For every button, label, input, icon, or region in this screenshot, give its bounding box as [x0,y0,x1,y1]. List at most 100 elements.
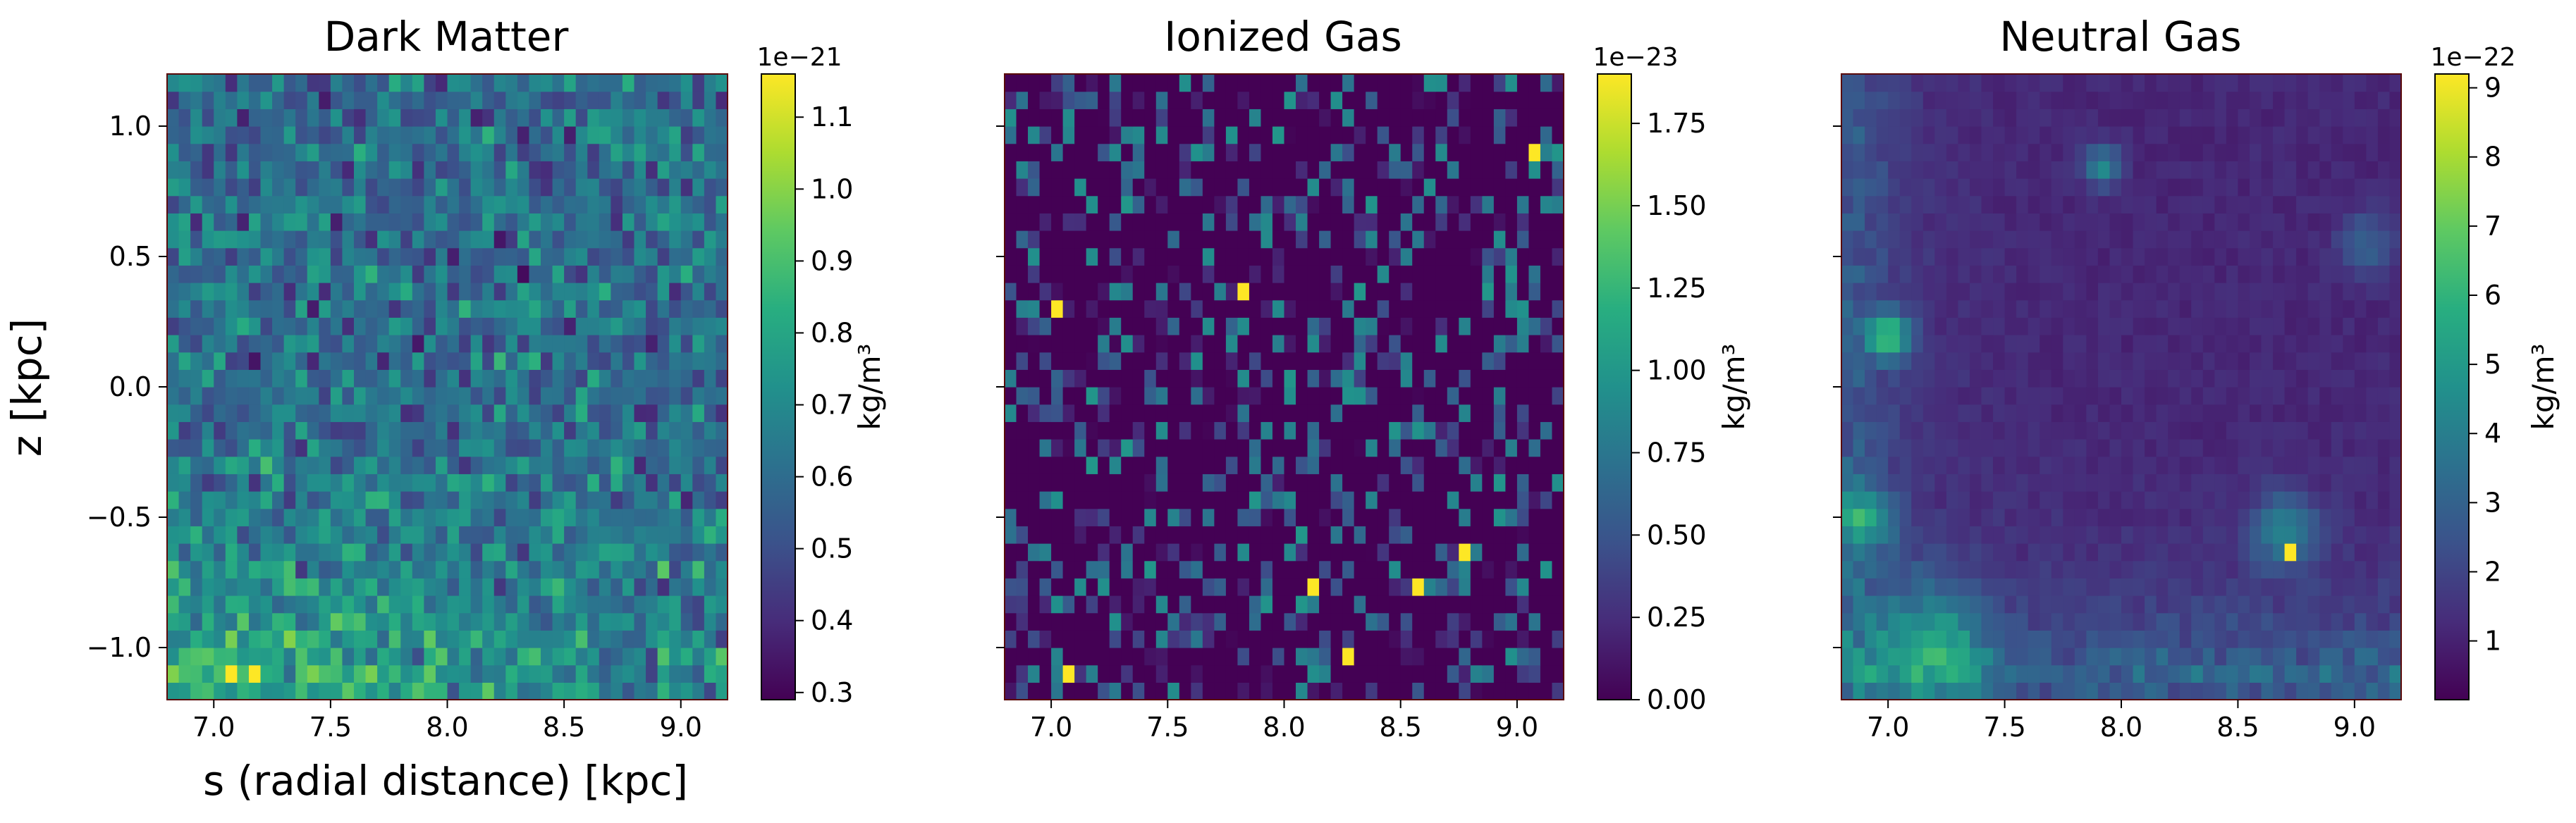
heatmap-cell [1272,335,1285,353]
heatmap-cell [2296,648,2309,666]
heatmap-cell [202,195,214,214]
heatmap-cell [517,612,530,631]
heatmap-cell [2261,664,2274,683]
heatmap-cell [1958,195,1970,214]
heatmap-cell [1482,143,1495,161]
heatmap-cell [470,247,483,266]
heatmap-cell [248,247,262,266]
heatmap-cell [1969,335,1982,353]
heatmap-cell [1005,595,1017,614]
heatmap-cell [1296,74,1308,92]
heatmap-cell [541,456,553,474]
heatmap-cell [1899,543,1912,562]
heatmap-cell [692,595,705,614]
heatmap-cell [1237,543,1250,562]
heatmap-cell [1237,299,1250,318]
heatmap-cell [1062,352,1075,370]
heatmap-cell [1307,247,1320,266]
heatmap-cell [2319,317,2332,335]
heatmap-cell [1389,283,1402,301]
heatmap-cell [2191,491,2204,509]
heatmap-cell [1389,161,1402,179]
heatmap-cell [1366,230,1378,249]
heatmap-cell [1109,126,1122,144]
heatmap-cell [307,421,319,440]
heatmap-cell [447,456,460,474]
heatmap-cell [1958,543,1970,562]
heatmap-cell [1841,543,1854,562]
heatmap-cell [482,508,495,526]
heatmap-cell [2016,299,2029,318]
heatmap-cell [1237,126,1250,144]
heatmap-cell [342,247,355,266]
heatmap-cell [2307,612,2320,631]
heatmap-cell [1993,456,2006,474]
heatmap-cell [1389,335,1402,353]
heatmap-cell [1505,283,1518,301]
heatmap-cell [1005,317,1017,335]
heatmap-cell [237,456,250,474]
heatmap-cell [365,387,378,405]
heatmap-cell [435,456,448,474]
heatmap-cell [704,195,717,214]
heatmap-cell [202,612,214,631]
heatmap-cell [2202,352,2215,370]
heatmap-cell [1167,648,1180,666]
heatmap-cell [447,369,460,388]
heatmap-cell [2133,265,2145,283]
heatmap-cell [1552,91,1564,109]
heatmap-cell [1307,161,1320,179]
heatmap-cell [1167,109,1180,127]
heatmap-cell [1841,178,1854,197]
heatmap-cell [2354,595,2367,614]
heatmap-cell [1284,387,1296,405]
heatmap-cell [167,595,180,614]
heatmap-cell [2354,283,2367,301]
heatmap-cell [517,560,530,578]
heatmap-cell [2179,283,2192,301]
heatmap-cell [1039,682,1052,700]
heatmap-cell [575,543,588,562]
heatmap-cell [1470,648,1483,666]
heatmap-cell [248,387,262,405]
heatmap-cell [2028,595,2040,614]
heatmap-cell [1319,682,1332,700]
heatmap-cell [2133,178,2145,197]
heatmap-cell [1109,612,1122,631]
heatmap-cell [1377,612,1390,631]
heatmap-cell [599,664,611,683]
heatmap-cell [2016,352,2029,370]
heatmap-cell [342,109,355,127]
heatmap-cell [1272,560,1285,578]
heatmap-cell [1435,560,1448,578]
heatmap-cell [2168,178,2181,197]
heatmap-cell [1482,317,1495,335]
heatmap-cell [1202,230,1215,249]
heatmap-cell [692,91,705,109]
heatmap-cell [2016,421,2029,440]
heatmap-cell [1377,317,1390,335]
heatmap-cell [1005,109,1017,127]
heatmap-cell [482,213,495,231]
heatmap-cell [225,230,238,249]
heatmap-cell [1981,335,1994,353]
heatmap-cell [1958,230,1970,249]
heatmap-cell [1354,421,1366,440]
heatmap-cell [692,439,705,457]
heatmap-cell [587,195,600,214]
heatmap-cell [330,664,343,683]
heatmap-cell [1447,474,1459,492]
heatmap-cell [1366,143,1378,161]
heatmap-cell [634,630,646,648]
heatmap-cell [2319,404,2332,422]
heatmap-cell [517,317,530,335]
heatmap-cell [1888,456,1901,474]
heatmap-cell [447,612,460,631]
heatmap-cell [1179,526,1191,544]
heatmap-cell [1981,265,1994,283]
heatmap-cell [470,595,483,614]
heatmap-cell [564,578,577,596]
heatmap-cell [2016,387,2029,405]
heatmap-cell [1934,230,1947,249]
heatmap-cell [435,560,448,578]
